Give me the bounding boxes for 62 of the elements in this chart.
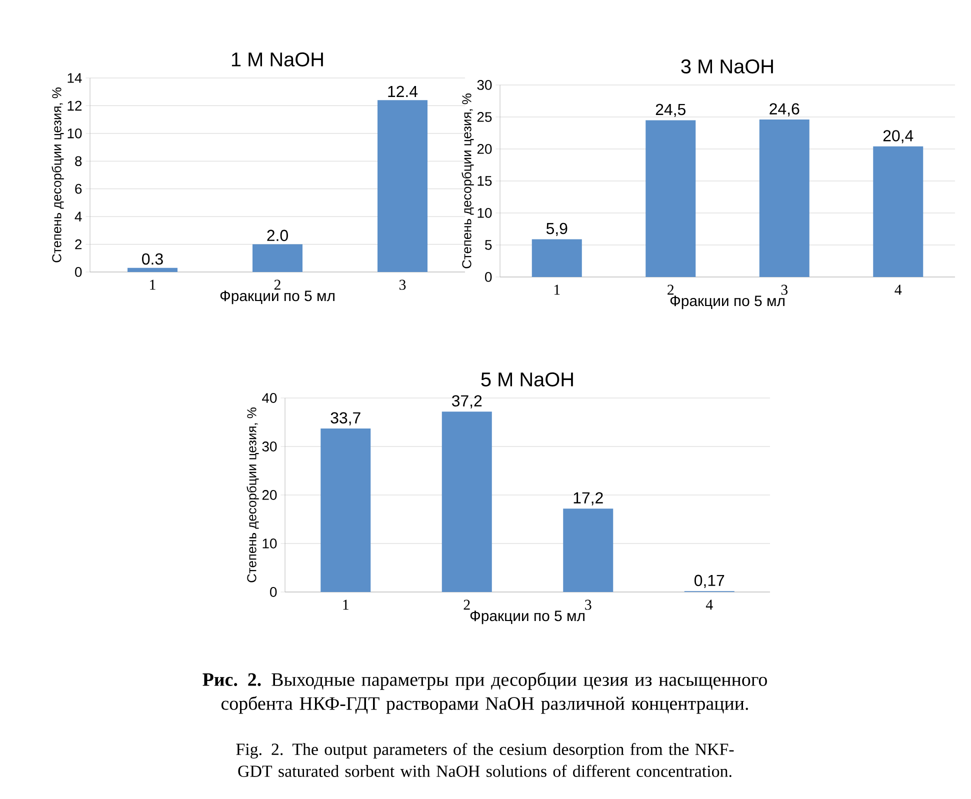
chart-title: 1 M NaOH (232, 52, 323, 66)
data-label: 20,4 (883, 130, 914, 144)
x-tick-label: 2 (464, 600, 470, 610)
y-tick-label: 0 (75, 267, 82, 277)
y-tick-label: 5 (485, 240, 492, 250)
bar (646, 120, 696, 277)
data-label: 37,2 (452, 395, 482, 408)
chart-title: 3 M NaOH (681, 59, 773, 74)
bar (378, 100, 428, 272)
y-tick-label: 12 (68, 100, 82, 111)
x-axis-title: Фракции по 5 мл (220, 290, 334, 304)
y-tick-label: 10 (478, 208, 492, 218)
y-tick-label: 15 (478, 176, 492, 186)
bar (563, 508, 614, 592)
bar (873, 146, 924, 277)
y-tick-label: 10 (68, 128, 82, 138)
bar (532, 239, 582, 277)
y-tick-label: 0 (485, 272, 492, 282)
x-axis-title: Фракции по 5 мл (470, 610, 584, 624)
data-label: 0.3 (142, 253, 163, 265)
y-tick-label: 6 (75, 184, 82, 194)
data-label: 12.4 (388, 86, 418, 97)
x-tick-label: 1 (554, 284, 560, 295)
text: Рис. 2. Выходные параметры при десорбции цезия из насыщенного сорбента НКФ-ГДТ растворами NaOH различной концентрации. (202, 672, 767, 714)
y-tick-label: 40 (262, 393, 277, 403)
x-tick-label: 3 (399, 280, 406, 290)
x-tick-label: 4 (706, 600, 713, 610)
y-tick-label: 25 (477, 112, 492, 122)
y-axis-title: Степень десорбции цезия, % (52, 88, 64, 262)
y-tick-label: 30 (262, 442, 277, 452)
y-tick-label: 10 (262, 538, 277, 548)
data-label: 2.0 (267, 230, 288, 242)
bar (252, 244, 303, 272)
chart-title: 5 M NaOH (481, 372, 573, 386)
y-tick-label: 14 (68, 73, 82, 83)
bar (442, 412, 492, 592)
data-label: 33,7 (330, 412, 360, 426)
data-label: 24,5 (656, 104, 686, 117)
caption: Fig. 2. The output parameters of the cesium desorption from the NKF-GDT saturated sorbent with NaOH solutions of different concentration. (236, 742, 734, 778)
bar (320, 428, 371, 592)
y-tick-label: 8 (75, 156, 82, 166)
y-tick-label: 0 (270, 587, 277, 597)
y-tick-label: 20 (262, 490, 277, 500)
x-tick-label: 1 (150, 280, 156, 290)
x-tick-label: 3 (781, 284, 788, 295)
data-label: 24,6 (770, 103, 800, 116)
y-axis-title: Степень десорбции цезия, % (246, 408, 259, 582)
bar (128, 268, 178, 272)
x-axis-title: Фракции по 5 мл (670, 296, 784, 310)
x-tick-label: 1 (343, 600, 348, 610)
x-tick-label: 2 (668, 284, 674, 295)
y-tick-label: 4 (74, 212, 82, 222)
data-label: 17,2 (574, 492, 603, 506)
y-tick-label: 30 (477, 80, 492, 90)
x-tick-label: 3 (585, 600, 592, 610)
data-label: 5,9 (546, 222, 568, 236)
data-label: 0,17 (694, 574, 724, 588)
bar (759, 120, 810, 277)
x-tick-label: 4 (894, 284, 902, 295)
y-tick-label: 2 (75, 239, 82, 250)
y-tick-label: 20 (477, 144, 492, 154)
y-axis-title: Степень десорбции цезия, % (462, 94, 474, 268)
